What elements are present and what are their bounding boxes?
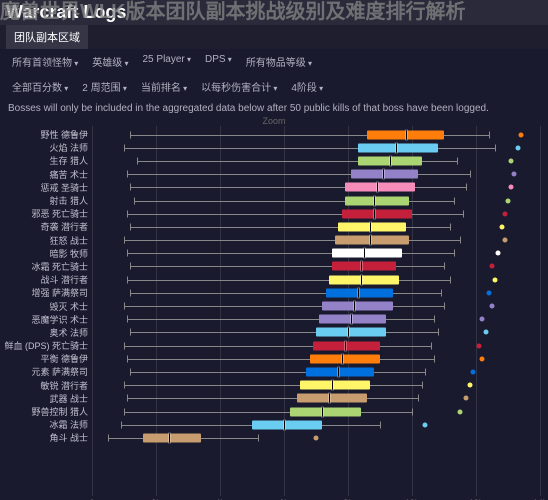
spec-row: 奇袭 潜行者 (92, 220, 540, 233)
spec-label: 火焰 法师 (4, 141, 88, 154)
filter-dropdown[interactable]: 全部百分数 (6, 77, 74, 96)
spec-row: 邪恶 死亡骑士 (92, 207, 540, 220)
spec-label: 角斗 战士 (4, 431, 88, 444)
spec-label: 野性 德鲁伊 (4, 128, 88, 141)
spec-label: 奥术 法师 (4, 326, 88, 339)
spec-label: 冰霜 死亡骑士 (4, 260, 88, 273)
spec-label: 生存 猎人 (4, 154, 88, 167)
spec-label: 毁灭 术士 (4, 300, 88, 313)
tabs-bar: 团队副本区域 (0, 25, 548, 49)
spec-row: 增强 萨满祭司 (92, 286, 540, 299)
spec-row: 毁灭 术士 (92, 299, 540, 312)
spec-row: 鲜血 (DPS) 死亡骑士 (92, 339, 540, 352)
spec-label: 冰霜 法师 (4, 418, 88, 431)
spec-label: 平衡 德鲁伊 (4, 352, 88, 365)
spec-label: 惩戒 圣骑士 (4, 181, 88, 194)
spec-row: 惩戒 圣骑士 (92, 181, 540, 194)
filter-dropdown[interactable]: 所有首领怪物 (6, 52, 84, 71)
spec-label: 暗影 牧师 (4, 247, 88, 260)
spec-label: 鲜血 (DPS) 死亡骑士 (4, 339, 88, 352)
spec-label: 痛苦 术士 (4, 168, 88, 181)
filter-dropdown[interactable]: 4阶段 (285, 77, 329, 96)
header: Warcraft Logs (0, 0, 548, 25)
filter-dropdown[interactable]: 25 Player (137, 52, 198, 71)
spec-label: 武器 战士 (4, 392, 88, 405)
spec-row: 战斗 潜行者 (92, 273, 540, 286)
spec-label: 恶魔学识 术士 (4, 313, 88, 326)
spec-row: 射击 猎人 (92, 194, 540, 207)
filter-dropdown[interactable]: 英雄级 (86, 52, 134, 71)
spec-row: 痛苦 术士 (92, 168, 540, 181)
spec-label: 邪恶 死亡骑士 (4, 207, 88, 220)
zoom-label: Zoom (262, 116, 285, 126)
filter-row-2: 全部百分数2 周范围当前排名以每秒伤害合计4阶段 (0, 74, 548, 99)
spec-label: 敏锐 潜行者 (4, 379, 88, 392)
spec-row: 冰霜 死亡骑士 (92, 260, 540, 273)
spec-label: 射击 猎人 (4, 194, 88, 207)
spec-label: 野兽控制 猎人 (4, 405, 88, 418)
spec-row: 野性 德鲁伊 (92, 128, 540, 141)
spec-label: 增强 萨满祭司 (4, 286, 88, 299)
spec-row: 狂怒 战士 (92, 234, 540, 247)
spec-row: 平衡 德鲁伊 (92, 352, 540, 365)
filter-row-1: 所有首领怪物英雄级25 PlayerDPS所有物品等级 (0, 49, 548, 74)
spec-label: 狂怒 战士 (4, 234, 88, 247)
spec-row: 武器 战士 (92, 392, 540, 405)
spec-label: 奇袭 潜行者 (4, 220, 88, 233)
filter-dropdown[interactable]: 当前排名 (135, 77, 193, 96)
spec-label: 元素 萨满祭司 (4, 365, 88, 378)
site-logo: Warcraft Logs (6, 2, 126, 22)
spec-row: 角斗 战士 (92, 431, 540, 444)
filter-dropdown[interactable]: 2 周范围 (76, 77, 133, 96)
spec-row: 奥术 法师 (92, 326, 540, 339)
filter-dropdown[interactable]: DPS (199, 52, 238, 71)
spec-row: 野兽控制 猎人 (92, 405, 540, 418)
spec-row: 敏锐 潜行者 (92, 379, 540, 392)
spec-row: 火焰 法师 (92, 141, 540, 154)
filter-dropdown[interactable]: 以每秒伤害合计 (195, 77, 283, 96)
chart-rows: 野性 德鲁伊火焰 法师生存 猎人痛苦 术士惩戒 圣骑士射击 猎人邪恶 死亡骑士奇… (92, 128, 540, 445)
spec-row: 恶魔学识 术士 (92, 313, 540, 326)
spec-row: 冰霜 法师 (92, 418, 540, 431)
spec-row: 生存 猎人 (92, 154, 540, 167)
tab-raid-zone[interactable]: 团队副本区域 (6, 25, 88, 49)
spec-label: 战斗 潜行者 (4, 273, 88, 286)
spec-row: 元素 萨满祭司 (92, 365, 540, 378)
boxplot-chart: Zoom 野性 德鲁伊火焰 法师生存 猎人痛苦 术士惩戒 圣骑士射击 猎人邪恶 … (0, 118, 548, 500)
filter-dropdown[interactable]: 所有物品等级 (240, 52, 318, 71)
spec-row: 暗影 牧师 (92, 247, 540, 260)
